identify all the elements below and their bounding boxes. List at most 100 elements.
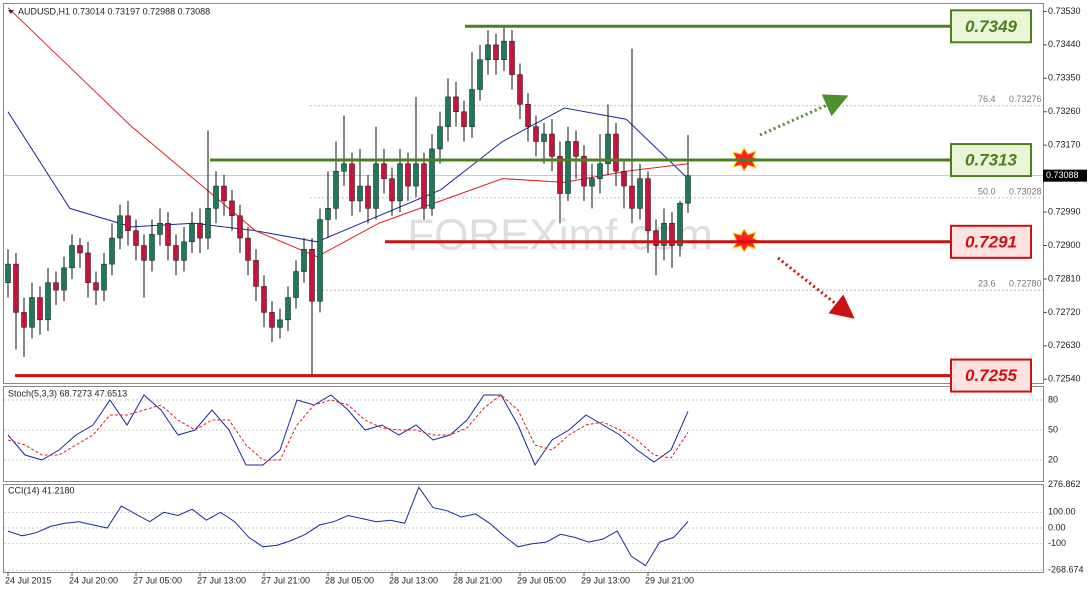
candle-body [309,248,315,302]
candle-body [645,178,651,231]
candle-body [157,222,163,235]
fib-level: 23.6 [978,278,996,288]
candle-body [125,215,131,231]
y-tick-label: 0.73350 [1048,73,1081,83]
candle-body [501,40,507,60]
y-tick-label: 0.72720 [1048,307,1081,317]
candle-body [669,222,675,246]
x-tick-label: 27 Jul 05:00 [133,575,182,585]
x-tick-label: 29 Jul 21:00 [645,575,694,585]
candle-body [397,163,403,202]
y-tick-label: 100.00 [1048,507,1076,517]
candle-body [461,111,467,127]
y-tick-label: 0.73170 [1048,140,1081,150]
level-box [950,9,1032,44]
candle-body [341,163,347,172]
candle-body [685,175,691,204]
candle-body [405,163,411,187]
y-tick-label: 50 [1048,424,1058,434]
fib-price: 0.73028 [1009,186,1042,196]
candle-body [189,222,195,243]
candle-body [325,208,331,220]
y-tick-label: -268.674 [1048,564,1084,574]
candle-body [541,133,547,142]
candle-body [469,89,475,127]
candle-body [29,297,35,328]
level-label: 0.7291 [965,232,1017,251]
candle-body [333,170,339,209]
x-tick-label: 27 Jul 13:00 [197,575,246,585]
candle-body [69,245,75,269]
candle-body [229,200,235,217]
candle-body [557,156,563,194]
level-label: 0.7255 [965,366,1018,385]
candle-body [509,40,515,75]
candle-body [13,263,19,313]
level-box [950,358,1032,393]
y-tick-label: 80 [1048,394,1058,404]
candle-body [101,263,107,291]
candle-body [77,245,83,254]
candle-body [205,208,211,239]
x-tick-label: 24 Jul 2015 [5,575,52,585]
candle-body [653,230,659,246]
candle-body [149,234,155,261]
candle-body [485,44,491,60]
current-price-label: 0.73088 [1046,170,1079,180]
y-tick-label: 20 [1048,454,1058,464]
fib-level: 50.0 [978,186,996,196]
y-tick-label: 0.72900 [1048,240,1081,250]
candle-body [429,148,435,209]
y-tick-label: -100 [1048,538,1066,548]
down-arrow [777,256,855,319]
candle-body [109,237,115,265]
candle-body [365,185,371,209]
candle-body [661,222,667,246]
y-tick-label: 276.862 [1048,479,1081,489]
candle-body [85,252,91,283]
candle-body [141,245,147,261]
candle-body [317,219,323,302]
candle-body [525,104,531,127]
candle-body [373,163,379,209]
candle-body [5,263,11,283]
level-box [950,224,1032,259]
menu-triangle [8,10,14,14]
candle-body [21,312,27,328]
main-panel [3,3,1044,384]
cci-title: CCI(14) 41.2180 [8,485,75,495]
cci-panel [3,484,1044,573]
candle-body [197,222,203,239]
candle-body [269,312,275,328]
moving-average [7,7,689,258]
up-arrow [759,94,849,137]
candle-body [677,202,683,246]
candle-body [213,185,219,209]
x-tick-label: 29 Jul 13:00 [581,575,630,585]
candle-body [637,178,643,209]
y-tick-label: 0.73440 [1048,39,1081,49]
stoch-panel [3,386,1044,482]
y-tick-label: 0.73530 [1048,6,1081,16]
candle-body [549,133,555,157]
x-tick-label: 27 Jul 21:00 [261,575,310,585]
candle-body [357,185,363,202]
candle-body [293,271,299,298]
level-label: 0.7349 [965,17,1018,36]
y-tick-label: 0.72630 [1048,340,1081,350]
candle-body [181,241,187,261]
candle-body [413,163,419,187]
y-tick-label: 0.00 [1048,522,1066,532]
candle-body [573,141,579,157]
candle-body [133,230,139,246]
candle-body [301,248,307,272]
indicator-line [7,486,689,567]
candle-body [533,126,539,142]
candle-body [261,286,267,313]
candle-body [53,282,59,291]
candle-body [589,178,595,187]
fib-level: 76.4 [978,94,996,104]
x-tick-label: 28 Jul 13:00 [389,575,438,585]
candle-body [421,163,427,209]
